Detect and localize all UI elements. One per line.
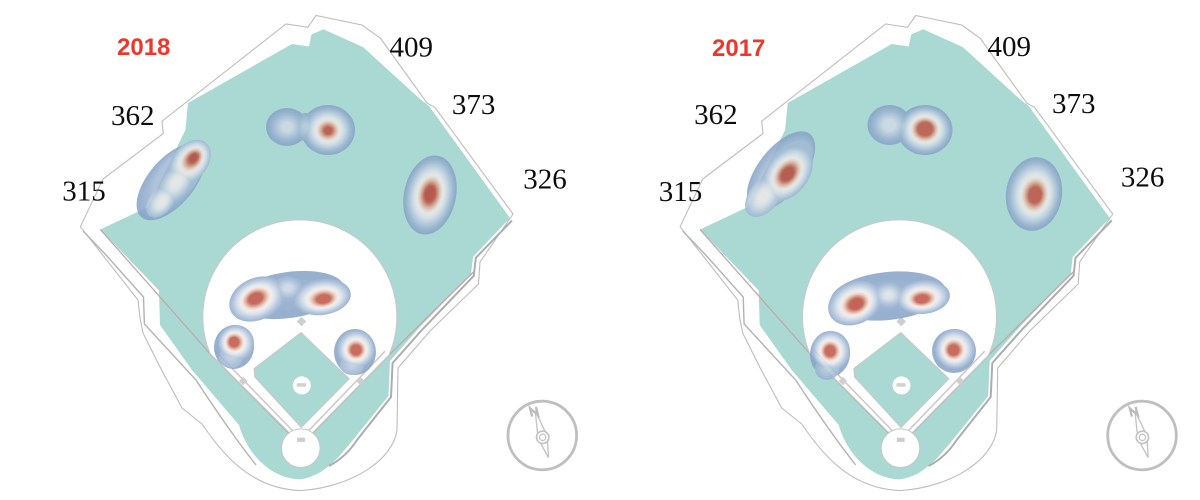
svg-text:409: 409 [987,31,1031,63]
svg-text:326: 326 [523,164,567,196]
svg-text:2018: 2018 [117,34,170,61]
svg-text:315: 315 [62,176,106,208]
svg-text:326: 326 [1121,162,1165,194]
svg-text:362: 362 [111,100,155,132]
svg-text:409: 409 [389,32,433,64]
svg-text:373: 373 [1052,88,1096,120]
svg-text:362: 362 [694,99,738,131]
svg-text:373: 373 [452,89,496,121]
svg-text:2017: 2017 [712,35,765,62]
svg-text:315: 315 [659,176,703,208]
